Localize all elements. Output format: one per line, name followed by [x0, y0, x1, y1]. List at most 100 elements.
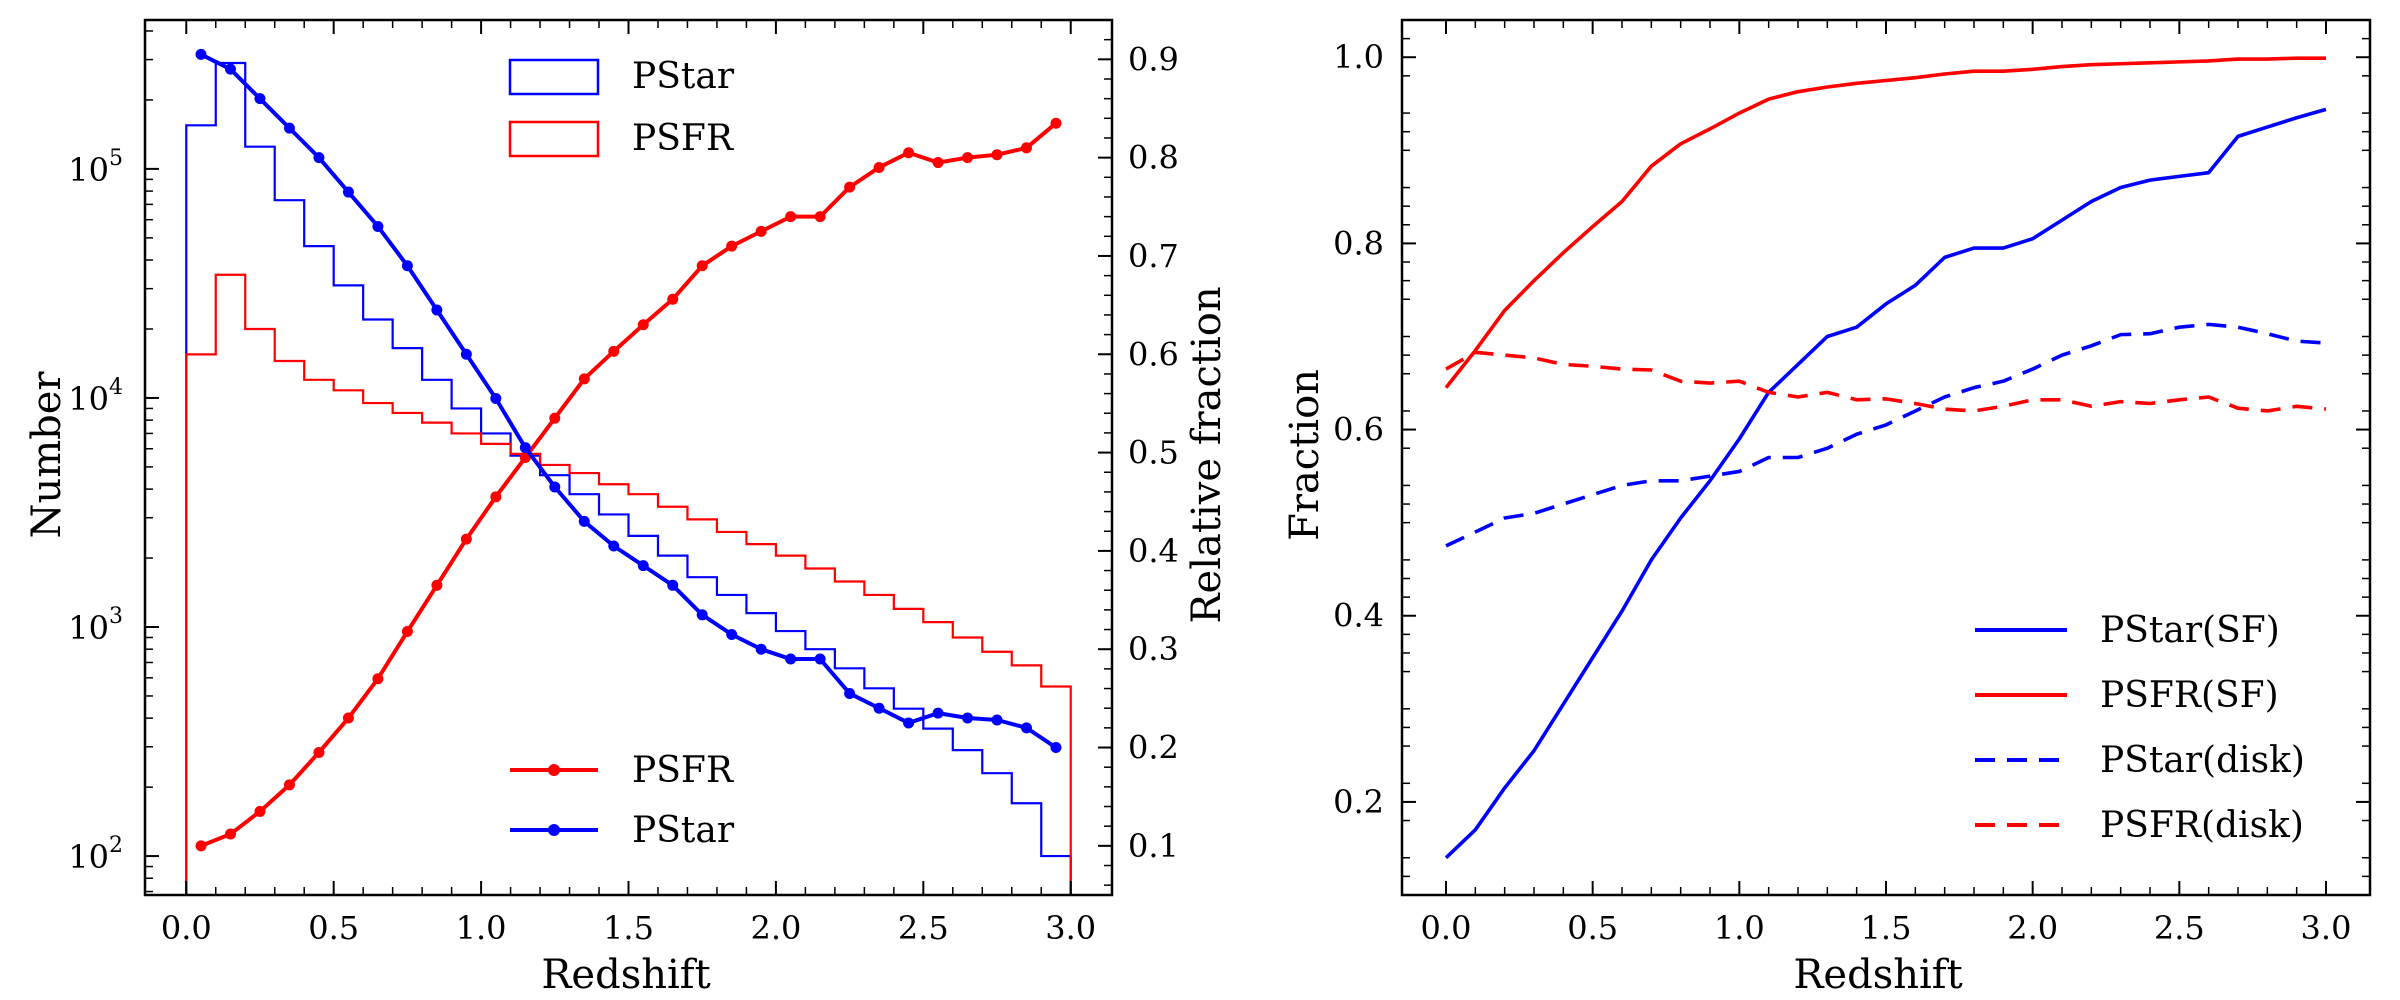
legend-pstar-disk-label: PStar(disk) [2100, 740, 2305, 781]
fraction-point-pstar [224, 63, 236, 75]
left-ytick-exponent: 5 [109, 146, 123, 171]
fraction-point-psfr [1050, 117, 1062, 129]
fraction-point-psfr [490, 491, 502, 503]
series-psfr-disk [1445, 350, 2327, 413]
fraction-point-pstar [696, 609, 708, 621]
fraction-point-psfr [254, 805, 266, 817]
fraction-point-pstar [755, 643, 767, 655]
fraction-point-pstar [1050, 742, 1062, 754]
fraction-point-pstar [195, 48, 207, 60]
left-xtick-label: 2.0 [750, 909, 801, 947]
legend-line-pstar-label: PStar [632, 810, 735, 851]
right-panel: 0.0 0.5 1.0 1.5 2.0 2.5 3.0 0.2 0.4 0.6 0.8 1.0 Red… [1282, 18, 2372, 998]
legend-line-psfr-label: PSFR [632, 750, 734, 791]
right-ytick-label: 0.3 [1128, 630, 1179, 668]
left-ytick-label: 105 [68, 146, 123, 189]
fraction-point-psfr [844, 181, 856, 193]
right-ytick-label: 0.6 [1128, 335, 1179, 373]
left-xtick-label: 0.0 [161, 909, 212, 947]
fraction-xtick-label: 0.5 [1567, 909, 1618, 947]
fraction-point-psfr [460, 533, 472, 545]
left-ytick-label: 103 [68, 604, 123, 647]
left-ytick-label: 102 [68, 833, 123, 876]
left-xtick-label: 0.5 [308, 909, 359, 947]
fraction-ytick-label: 0.2 [1333, 783, 1384, 821]
fraction-point-pstar [490, 393, 502, 405]
right-ytick-label: 0.1 [1128, 827, 1179, 865]
left-ytick-label: 104 [68, 375, 123, 418]
fraction-point-psfr [962, 152, 974, 164]
fraction-point-psfr [224, 828, 236, 840]
fraction-point-pstar [578, 515, 590, 527]
left-ticks: 0.0 0.5 1.0 1.5 2.0 2.5 3.0 102 103 104 105 0.1 0.2 0… [68, 20, 1179, 947]
left-xtick-label: 1.5 [603, 909, 654, 947]
fraction-point-psfr [519, 452, 531, 463]
legend-hist-psfr-swatch [508, 120, 600, 158]
left-xtick-label: 1.0 [456, 909, 507, 947]
fraction-point-pstar [991, 714, 1003, 726]
fraction-point-psfr [1021, 142, 1033, 154]
fraction-point-psfr [991, 149, 1003, 161]
fraction-point-pstar [903, 717, 915, 729]
right-xlabel: Redshift [1793, 952, 1962, 998]
right-ticks: 0.0 0.5 1.0 1.5 2.0 2.5 3.0 0.2 0.4 0.6 0.8 1.0 [1333, 20, 2370, 947]
legend-psfr-sf-label: PSFR(SF) [2100, 675, 2279, 716]
series-psfr-sf [1444, 56, 2326, 389]
fraction-point-pstar [519, 442, 531, 454]
fraction-point-psfr [932, 157, 944, 169]
legend-line-pstar-marker [548, 824, 560, 836]
fraction-point-psfr [578, 373, 590, 385]
fraction-ytick-label: 0.8 [1333, 224, 1384, 262]
right-ytick-label: 0.9 [1128, 40, 1179, 78]
fraction-series-layer [1444, 56, 2327, 860]
legend-lines: PSFR PStar [510, 750, 735, 851]
left-ylabel: Number [24, 371, 70, 539]
fraction-point-pstar [313, 152, 325, 164]
left-xtick-label: 3.0 [1045, 909, 1096, 947]
fraction-point-psfr [873, 161, 885, 173]
fraction-point-psfr [372, 673, 384, 685]
fraction-point-psfr [313, 746, 325, 758]
legend-hist-pstar-label: PStar [632, 56, 735, 97]
fraction-point-psfr [755, 225, 767, 237]
fraction-point-pstar [460, 348, 472, 360]
fraction-point-pstar [254, 93, 266, 105]
fraction-xtick-label: 0.0 [1421, 909, 1472, 947]
fraction-point-psfr [814, 211, 826, 223]
fraction-point-pstar [932, 707, 944, 719]
fraction-point-psfr [195, 840, 207, 852]
fraction-point-pstar [342, 186, 354, 198]
fraction-point-pstar [401, 260, 413, 272]
fraction-point-psfr [696, 260, 708, 272]
fraction-point-pstar [1021, 722, 1033, 734]
left-panel: 0.0 0.5 1.0 1.5 2.0 2.5 3.0 102 103 104 105 0.1 0.2 0… [24, 18, 1230, 998]
right-ytick-label: 0.5 [1128, 434, 1179, 472]
left-ytick-exponent: 4 [109, 375, 123, 400]
fraction-xtick-label: 1.5 [1861, 909, 1912, 947]
legend-hist-psfr-label: PSFR [632, 118, 734, 159]
fraction-point-pstar [785, 653, 797, 665]
left-ytick-exponent: 3 [109, 604, 123, 629]
legend-fraction: PStar(SF) PSFR(SF) PStar(disk) PSFR(disk… [1975, 610, 2305, 846]
fraction-point-pstar [814, 653, 826, 665]
fraction-xtick-label: 3.0 [2301, 909, 2352, 947]
right-ytick-label: 0.8 [1128, 139, 1179, 177]
fraction-point-psfr [726, 240, 738, 252]
fraction-point-pstar [431, 304, 443, 316]
legend-pstar-sf-label: PStar(SF) [2100, 610, 2280, 651]
right-ytick-label: 0.7 [1128, 237, 1179, 275]
right-ylabel-fraction: Fraction [1282, 369, 1328, 541]
fraction-point-psfr [637, 319, 649, 331]
fraction-point-psfr [283, 779, 295, 791]
series-pstar-disk [1445, 322, 2327, 548]
fraction-point-psfr [342, 712, 354, 724]
right-axes-frame [1400, 18, 2372, 897]
fraction-point-pstar [637, 560, 649, 572]
fraction-xtick-label: 2.5 [2154, 909, 2205, 947]
fraction-point-pstar [726, 628, 738, 640]
fraction-point-psfr [431, 579, 443, 591]
fraction-point-pstar [283, 122, 295, 134]
fraction-point-pstar [962, 712, 974, 724]
fraction-xtick-label: 2.0 [2007, 909, 2058, 947]
